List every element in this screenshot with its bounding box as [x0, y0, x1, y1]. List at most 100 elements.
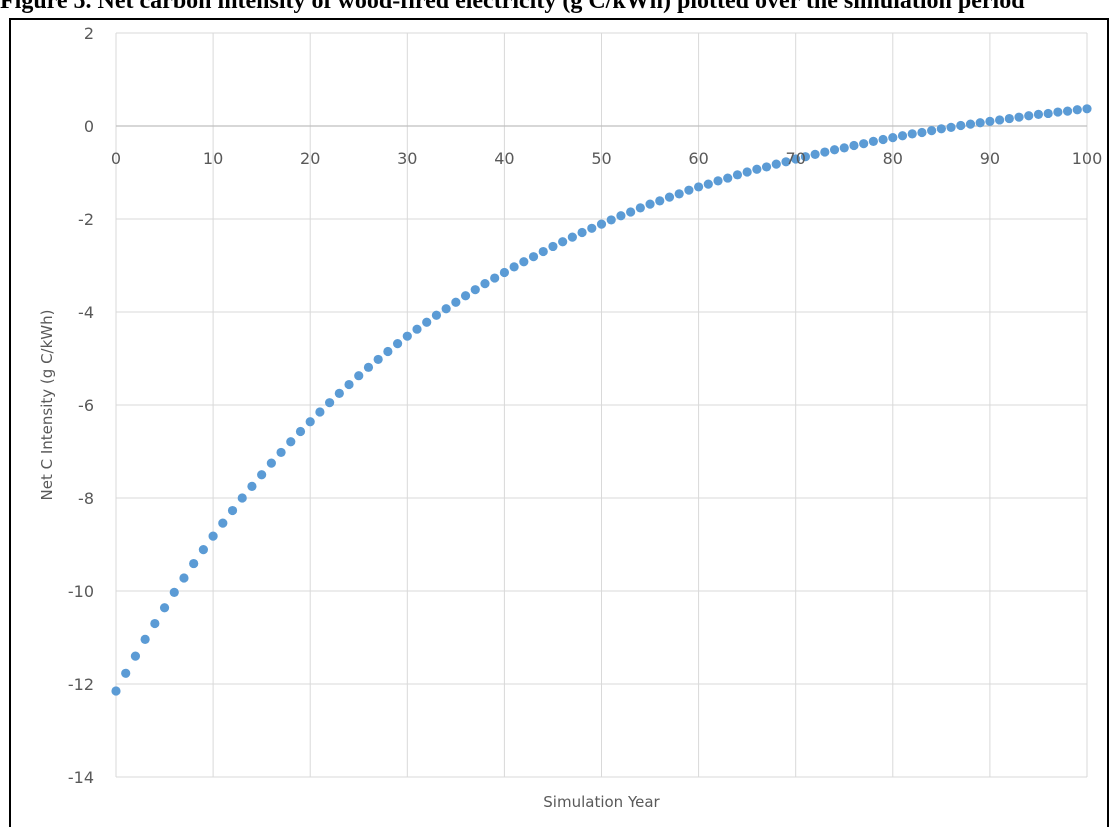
data-point: [480, 279, 490, 289]
y-tick-label: -4: [78, 303, 94, 322]
data-point: [567, 232, 577, 242]
data-point: [538, 246, 548, 257]
data-point: [276, 447, 286, 458]
data-point: [1053, 107, 1063, 117]
y-tick-label: -10: [68, 582, 94, 601]
data-point: [742, 167, 752, 177]
data-point: [1004, 113, 1014, 124]
data-point: [247, 481, 257, 491]
data-point: [363, 362, 374, 372]
data-point: [218, 518, 228, 528]
x-tick-label: 90: [980, 149, 1000, 168]
data-point: [577, 227, 587, 238]
data-point: [956, 120, 966, 131]
data-point: [1062, 106, 1073, 116]
data-point: [781, 157, 791, 167]
y-tick-label: -12: [68, 675, 94, 694]
data-point: [179, 573, 189, 583]
data-point: [1082, 104, 1092, 114]
data-point: [402, 331, 412, 341]
data-point: [713, 176, 723, 186]
data-point: [548, 241, 558, 252]
data-point: [606, 215, 616, 225]
data-point: [237, 493, 247, 503]
data-point: [257, 470, 267, 480]
data-point: [878, 134, 888, 145]
data-point: [528, 252, 539, 262]
x-tick-label: 20: [300, 149, 320, 168]
data-point: [1024, 111, 1034, 121]
data-point: [616, 211, 626, 221]
data-point: [907, 129, 917, 139]
data-point: [130, 651, 141, 661]
data-point: [208, 531, 218, 541]
data-point: [140, 634, 150, 644]
data-point: [422, 317, 432, 327]
data-point: [227, 505, 238, 516]
y-tick-label: 2: [84, 24, 94, 43]
data-point: [859, 139, 869, 149]
data-point: [344, 379, 354, 390]
data-point: [810, 149, 820, 159]
data-point: [558, 237, 568, 247]
data-point: [412, 324, 422, 334]
data-point: [499, 267, 509, 278]
y-tick-label: -6: [78, 396, 94, 415]
data-point: [995, 115, 1005, 125]
data-point: [354, 371, 364, 381]
data-point: [927, 126, 937, 136]
data-point: [587, 223, 597, 233]
data-point: [460, 291, 471, 301]
data-point: [1072, 105, 1082, 115]
data-point: [684, 185, 694, 195]
data-point: [791, 154, 801, 164]
y-tick-label: 0: [84, 117, 94, 136]
data-point: [635, 203, 645, 213]
x-axis-title: Simulation Year: [543, 793, 660, 811]
data-point: [1033, 109, 1044, 119]
grid-lines: [115, 32, 1088, 778]
data-point: [761, 162, 772, 172]
data-point: [829, 145, 840, 155]
data-point: [888, 133, 898, 143]
data-point: [800, 152, 811, 162]
data-point: [732, 170, 743, 180]
data-point: [198, 545, 208, 555]
data-point: [334, 388, 344, 398]
x-tick-label: 0: [111, 149, 121, 168]
x-tick-label: 70: [786, 149, 806, 168]
data-point: [305, 417, 315, 427]
data-point: [111, 686, 121, 696]
data-point: [295, 426, 306, 437]
data-point: [286, 437, 296, 447]
y-axis-title: Net C Intensity (g C/kWh): [38, 310, 56, 501]
data-point: [150, 618, 160, 629]
data-point: [868, 136, 878, 146]
y-tick-label: -2: [78, 210, 94, 229]
x-tick-label: 30: [397, 149, 417, 168]
data-point: [694, 182, 704, 192]
data-point: [266, 458, 276, 468]
data-point: [975, 118, 985, 128]
data-point: [626, 207, 636, 217]
chart-frame: [9, 18, 1109, 827]
data-point: [985, 116, 995, 126]
data-point: [121, 668, 131, 678]
data-point: [771, 159, 781, 169]
tick-labels: 20-2-4-6-8-10-12-140 10 20 30 40 50 60 70 80 90 10…: [68, 24, 1102, 787]
y-tick-label: -14: [68, 768, 94, 787]
data-point: [1043, 108, 1053, 119]
data-point: [490, 273, 500, 283]
data-point: [917, 127, 927, 138]
data-point: [936, 124, 946, 134]
data-point: [159, 603, 170, 613]
data-point: [392, 339, 403, 349]
data-point: [519, 257, 529, 267]
data-point: [674, 189, 684, 199]
data-point: [383, 346, 393, 357]
x-tick-label: 100: [1072, 149, 1103, 168]
data-point: [820, 147, 830, 157]
x-tick-label: 80: [883, 149, 903, 168]
data-point: [752, 164, 762, 174]
